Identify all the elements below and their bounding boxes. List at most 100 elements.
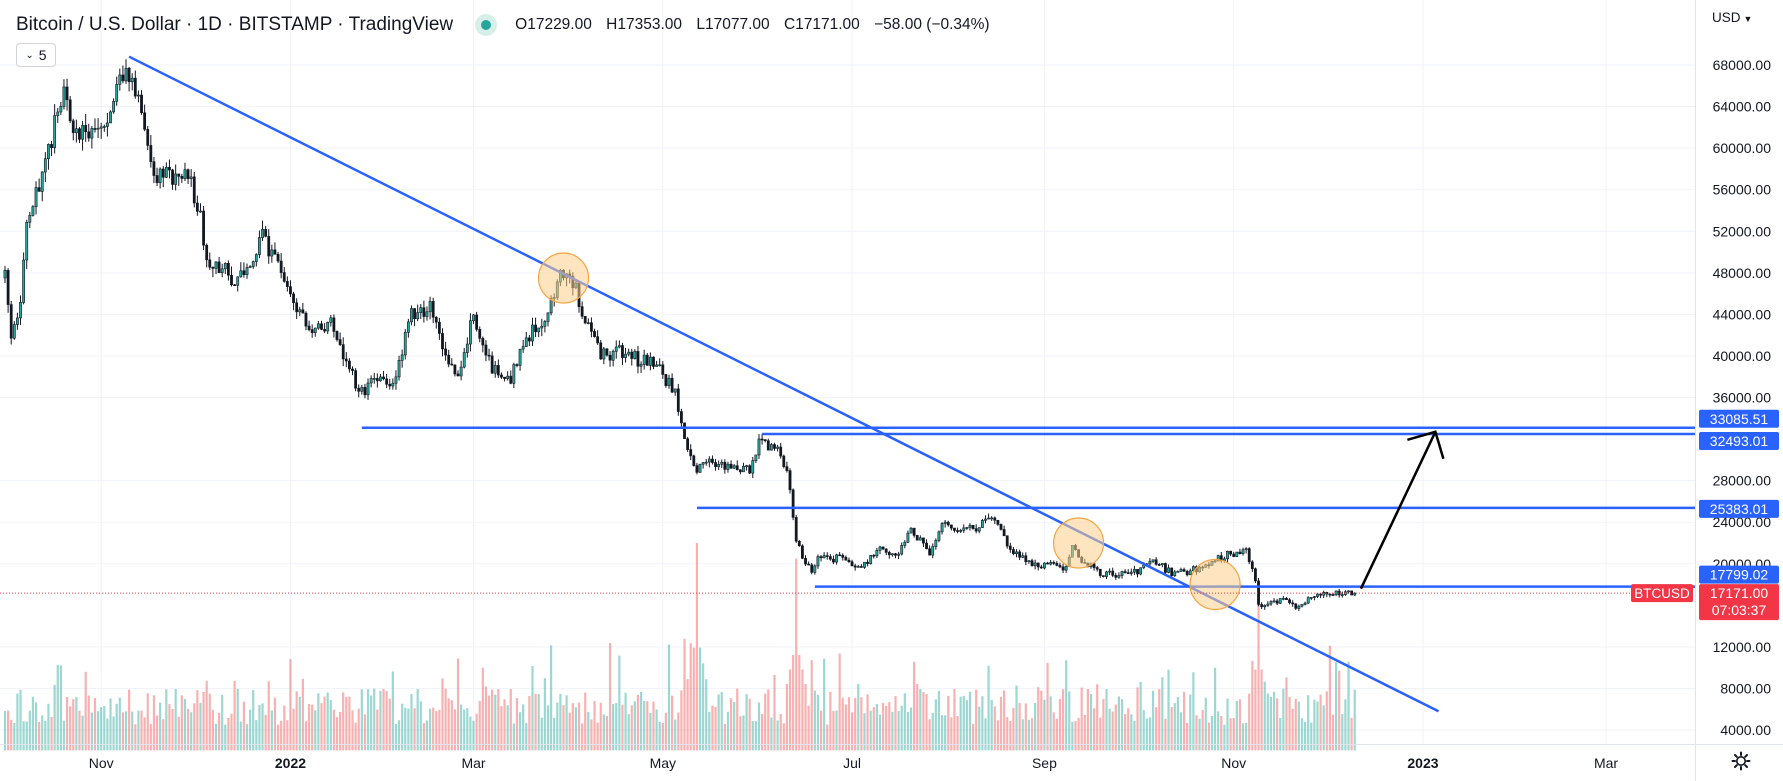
candle-body xyxy=(1105,572,1107,577)
volume-bar xyxy=(795,559,797,751)
market-status-dot-icon[interactable] xyxy=(475,14,497,36)
volume-bar xyxy=(26,721,28,750)
volume-bar xyxy=(556,703,558,751)
volume-bar xyxy=(1351,718,1353,751)
low-value: 17077.00 xyxy=(705,16,770,33)
indicators-toggle-button[interactable]: ⌄ 5 xyxy=(16,43,56,67)
volume-bar xyxy=(181,695,183,750)
x-tick-label: Nov xyxy=(89,755,114,771)
candle-body xyxy=(196,203,198,211)
volume-bar xyxy=(50,717,52,750)
volume-bar xyxy=(165,689,167,750)
candle-body xyxy=(482,338,484,345)
candle-body xyxy=(606,349,608,355)
y-tick-label: 68000.00 xyxy=(1713,57,1772,73)
level-label: 33085.51 xyxy=(1710,411,1769,427)
volume-bar xyxy=(1242,723,1244,750)
volume-bar xyxy=(441,678,443,750)
candle-body xyxy=(690,450,692,456)
volume-bar xyxy=(246,724,248,750)
volume-bar xyxy=(16,694,18,751)
candle-body xyxy=(364,387,366,394)
volume-bar xyxy=(736,689,738,751)
volume-bar xyxy=(479,701,481,750)
candle-body xyxy=(323,329,325,331)
volume-bar xyxy=(1307,695,1309,750)
volume-bar xyxy=(382,689,384,751)
volume-bar xyxy=(1050,696,1052,750)
candle-body xyxy=(336,331,338,339)
projection-arrow[interactable] xyxy=(1361,432,1435,589)
volume-bar xyxy=(296,691,298,750)
candle-body xyxy=(41,172,43,191)
candle-body xyxy=(1152,560,1154,562)
volume-bar xyxy=(66,697,68,750)
low-key: L xyxy=(696,16,705,33)
volume-bar xyxy=(752,721,754,750)
volume-bar xyxy=(1115,704,1117,750)
candle-body xyxy=(426,312,428,317)
candle-body xyxy=(516,365,518,366)
candle-body xyxy=(125,68,127,81)
candle-body xyxy=(94,128,96,129)
volume-bar xyxy=(88,696,90,751)
volume-bar xyxy=(913,662,915,751)
candle-body xyxy=(839,555,841,556)
volume-bar xyxy=(1171,707,1173,750)
volume-bar xyxy=(209,694,211,751)
candle-body xyxy=(711,459,713,462)
candle-body xyxy=(50,144,52,147)
volume-bar xyxy=(175,689,177,751)
candle-body xyxy=(1307,598,1309,604)
volume-bar xyxy=(668,645,670,751)
candle-body xyxy=(1127,573,1129,574)
candle-body xyxy=(451,364,453,365)
volume-bar xyxy=(845,704,847,750)
volume-bar xyxy=(38,722,40,751)
volume-bar xyxy=(559,694,561,750)
candle-body xyxy=(652,357,654,366)
volume-bar xyxy=(23,721,25,750)
highlight-circle[interactable] xyxy=(1054,518,1104,568)
volume-bar xyxy=(643,701,645,750)
volume-bar xyxy=(944,715,946,750)
candle-body xyxy=(243,271,245,275)
volume-bar xyxy=(690,643,692,750)
volume-bar xyxy=(531,666,533,750)
candle-body xyxy=(342,345,344,359)
volume-bar xyxy=(798,655,800,750)
volume-bar xyxy=(1186,723,1188,750)
currency-selector[interactable]: USD▼ xyxy=(1712,10,1752,25)
candle-body xyxy=(885,549,887,552)
volume-bar xyxy=(966,700,968,750)
volume-bar xyxy=(1316,702,1318,751)
candle-body xyxy=(593,331,595,336)
volume-bar xyxy=(1000,697,1002,751)
y-tick-label: 56000.00 xyxy=(1713,182,1772,198)
volume-bar xyxy=(444,689,446,751)
volume-bar xyxy=(860,697,862,750)
volume-bar xyxy=(1074,721,1076,750)
volume-bar xyxy=(882,703,884,750)
candle-body xyxy=(795,517,797,541)
highlight-circle[interactable] xyxy=(539,253,589,303)
candle-body xyxy=(882,547,884,549)
volume-bar xyxy=(687,679,689,750)
highlight-circle[interactable] xyxy=(1190,560,1240,610)
candle-body xyxy=(1043,563,1045,568)
candle-body xyxy=(590,323,592,332)
volume-bar xyxy=(1161,677,1163,750)
gear-icon[interactable] xyxy=(1731,751,1751,771)
volume-bar xyxy=(1192,672,1194,750)
symbol-title[interactable]: Bitcoin / U.S. Dollar · 1D · BITSTAMP · … xyxy=(16,14,453,36)
volume-bar xyxy=(348,697,350,751)
candle-body xyxy=(814,566,816,572)
descending-trendline[interactable] xyxy=(129,57,1438,712)
volume-bar xyxy=(711,706,713,751)
volume-bar xyxy=(755,721,757,750)
candle-body xyxy=(199,211,201,212)
candle-body xyxy=(38,188,40,192)
volume-bar xyxy=(534,694,536,750)
volume-bar xyxy=(103,706,105,750)
